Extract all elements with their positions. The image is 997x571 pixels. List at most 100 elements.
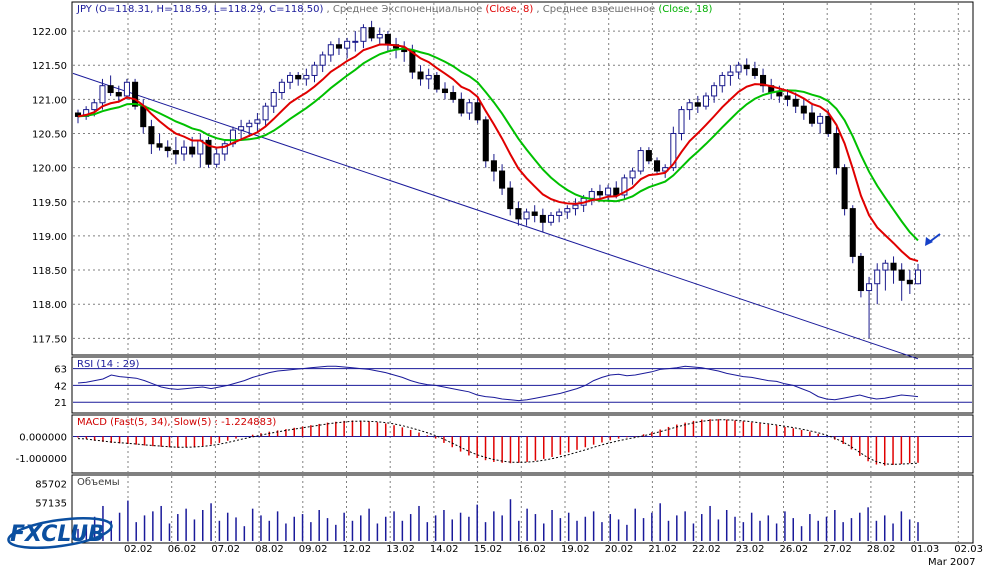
- candle-body: [719, 74, 726, 87]
- wma-line: [77, 47, 919, 242]
- date-tick-label: 07.02: [211, 544, 240, 555]
- candle-body: [808, 112, 816, 124]
- candle-body: [760, 74, 767, 87]
- candle-body: [319, 54, 326, 66]
- candle-body: [115, 92, 122, 97]
- candle-body: [140, 105, 147, 128]
- candle-body: [645, 150, 652, 162]
- candle-body: [572, 204, 579, 210]
- candle-body: [238, 126, 245, 131]
- ema-legend-param: (Close, 8): [485, 4, 533, 15]
- rsi-tick-label: 21: [54, 398, 67, 409]
- wma-legend-label: Среднее взвешенное: [543, 4, 655, 15]
- candle-body: [482, 119, 489, 162]
- ohlc-label: (O=118.31, H=118.59, L=118.29, C=118.50): [95, 4, 323, 15]
- date-axis-ticks: 02.02 06.02 07.02 08.02 09.02 12.02 13.02 14.02…: [124, 544, 983, 555]
- price-tick-label: 119.50: [32, 198, 67, 209]
- candle-body: [376, 33, 383, 39]
- candle-body: [833, 132, 840, 169]
- wma-legend-param: (Close, 18): [658, 4, 712, 15]
- date-tick-label: 09.02: [299, 544, 328, 555]
- candle-body: [743, 64, 750, 70]
- date-tick-label: 14.02: [430, 544, 459, 555]
- arrow-head: [925, 237, 933, 246]
- candle-body: [474, 102, 481, 121]
- candle-body: [629, 170, 636, 179]
- candle-body: [499, 170, 506, 189]
- price-tick-label: 121.50: [32, 61, 67, 72]
- separator: ,: [536, 4, 539, 15]
- candle-body: [596, 191, 603, 196]
- candle-body: [466, 102, 473, 114]
- candle-body: [180, 146, 188, 155]
- macd-tick-label: 0.000000: [19, 432, 67, 443]
- date-tick-label: 21.02: [648, 544, 677, 555]
- candle-body: [450, 92, 457, 100]
- symbol-label: JPY: [76, 4, 93, 15]
- price-tick-label: 119.00: [32, 232, 67, 243]
- date-tick-label: 22.02: [692, 544, 721, 555]
- frames: [71, 1, 974, 544]
- candle-body: [287, 74, 294, 83]
- date-tick-label: 16.02: [517, 544, 546, 555]
- candle-body: [874, 269, 881, 285]
- fxclub-logo: FXCLUB: [7, 516, 113, 550]
- date-tick-label: 02.02: [124, 544, 153, 555]
- candle-body: [711, 85, 718, 97]
- candle-body: [458, 98, 465, 114]
- candle-body: [303, 74, 310, 80]
- date-tick-label: 20.02: [605, 544, 634, 555]
- candle-body: [368, 27, 375, 39]
- ema-legend-label: Среднее Экспоненциальное: [333, 4, 482, 15]
- volume-bars: [77, 499, 919, 541]
- candle-body: [352, 40, 359, 43]
- candle-body: [360, 27, 367, 42]
- candle-body: [246, 122, 253, 128]
- macd-label: MACD (Fast(5, 34), Slow(5) : -1.224883): [77, 417, 276, 428]
- candle-body: [890, 262, 897, 271]
- price-tick-label: 121.00: [32, 95, 67, 106]
- candle-body: [507, 187, 514, 210]
- x-axis-month-label: Mar 2007: [928, 557, 976, 568]
- price-tick-label: 120.00: [32, 164, 67, 175]
- candle-body: [914, 269, 922, 285]
- candle-body: [621, 177, 628, 196]
- candle-body: [694, 102, 701, 107]
- candle-body: [654, 160, 661, 172]
- candle-body: [295, 74, 302, 80]
- candle-body: [490, 160, 497, 172]
- candle-body: [335, 44, 342, 49]
- volume-tick-label: 57135: [35, 499, 67, 510]
- candle-body: [702, 95, 709, 107]
- candle-body: [221, 143, 228, 155]
- date-tick-label: 26.02: [780, 544, 809, 555]
- candle-body: [515, 208, 522, 220]
- candle-body: [841, 167, 848, 210]
- logo-swoosh: [7, 516, 113, 550]
- rsi-tick-label: 63: [54, 365, 67, 376]
- candle-body: [99, 85, 106, 104]
- macd-signal-line: [77, 419, 919, 465]
- candle-body: [866, 283, 873, 292]
- candle-body: [213, 153, 220, 165]
- ema-line: [77, 43, 919, 263]
- candle-body: [817, 115, 824, 124]
- candle-body: [148, 126, 155, 145]
- candle-body: [433, 74, 440, 90]
- date-tick-label: 13.02: [386, 544, 415, 555]
- candle-body: [686, 102, 693, 111]
- candle-body: [906, 279, 913, 285]
- candle-body: [588, 191, 595, 199]
- price-tick-label: 122.00: [32, 27, 67, 38]
- trend-line: [72, 72, 919, 360]
- date-tick-label: 02.03: [954, 544, 983, 555]
- candle-body: [547, 214, 555, 223]
- candle-body: [792, 98, 799, 107]
- candle-body: [107, 85, 114, 94]
- candle-body: [727, 71, 734, 76]
- candle-body: [539, 214, 546, 223]
- volume-label: Объемы: [77, 477, 120, 488]
- macd-tick-label: -1.000000: [16, 454, 67, 465]
- price-tick-label: 118.50: [32, 266, 67, 277]
- candle-body: [735, 64, 742, 73]
